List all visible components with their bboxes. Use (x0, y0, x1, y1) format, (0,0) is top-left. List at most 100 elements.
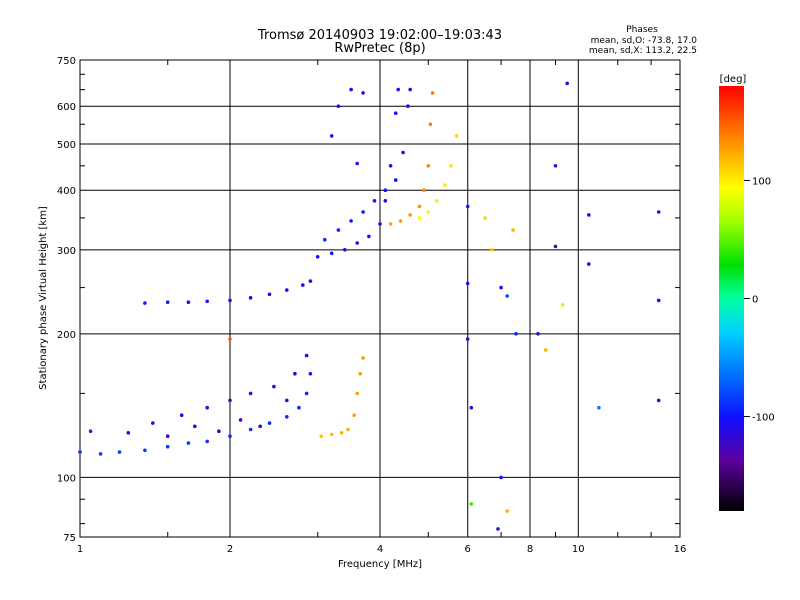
data-point (499, 475, 503, 480)
y-axis-label: Stationary phase Virtual Height [km] (38, 206, 49, 390)
data-point (349, 219, 353, 223)
data-point (205, 299, 209, 304)
data-point (205, 439, 209, 444)
data-point (388, 164, 393, 168)
series-f-region-x-mode (388, 91, 435, 226)
data-point (383, 199, 388, 203)
series-e-region-o-mode-scattered (88, 353, 309, 439)
data-point (165, 300, 170, 305)
grid-layer (80, 60, 680, 537)
data-point (193, 424, 197, 429)
data-point (378, 222, 382, 226)
x-tick-label: 16 (674, 544, 687, 555)
data-point (355, 161, 360, 166)
data-point (228, 298, 232, 303)
data-point (329, 134, 334, 138)
data-point (285, 398, 289, 403)
data-point (543, 348, 548, 352)
data-point (656, 298, 661, 303)
data-point (323, 237, 327, 242)
data-point (560, 303, 565, 307)
data-point (126, 431, 131, 435)
minor-tick-layer (80, 60, 680, 537)
chart-subtitle: RwPretec (8p) (334, 41, 425, 56)
data-point (117, 450, 122, 454)
data-point (435, 199, 439, 203)
data-point (511, 228, 515, 232)
y-tick-label: 100 (57, 473, 76, 484)
data-point (205, 405, 209, 410)
data-point (656, 398, 661, 403)
series-f-region-o-mode-upper (323, 87, 413, 242)
data-point (186, 300, 191, 305)
data-point (293, 371, 297, 376)
data-point (308, 279, 313, 283)
data-point (228, 337, 232, 341)
series-f-region-x-mode-outer (417, 134, 459, 220)
data-point (248, 427, 253, 432)
data-point (443, 183, 447, 187)
data-point (217, 429, 221, 434)
x-axis-label: Frequency [MHz] (338, 559, 422, 570)
data-point (355, 391, 360, 396)
data-point (483, 216, 487, 220)
x-tick-label: 8 (527, 544, 533, 555)
data-point (426, 210, 431, 214)
colorbar (719, 86, 744, 511)
data-point (372, 199, 377, 203)
data-point (465, 337, 470, 341)
data-point (228, 434, 232, 439)
data-point (367, 234, 371, 239)
x-tick-labels: 1 2 4 6 8 10 16 (77, 544, 687, 555)
y-tick-label: 400 (57, 186, 76, 197)
colorbar-tick-label: 100 (752, 176, 771, 187)
data-point (358, 371, 363, 376)
data-point (553, 244, 558, 249)
data-point (406, 104, 410, 108)
data-point (267, 292, 272, 297)
data-point (465, 281, 470, 286)
data-point (565, 81, 569, 86)
data-point (248, 296, 253, 300)
data-point (78, 450, 82, 454)
data-point (349, 87, 353, 92)
data-point (272, 384, 276, 389)
data-point (339, 431, 344, 435)
colorbar-tick-labels: 100 0 -100 (744, 176, 775, 424)
data-point (267, 421, 272, 425)
series-f-region-o-mode (315, 87, 401, 259)
data-point (98, 452, 103, 456)
data-point (248, 391, 253, 396)
data-point (536, 332, 540, 336)
data-point (308, 371, 313, 376)
data-point (355, 241, 360, 245)
data-point (388, 222, 393, 226)
y-tick-labels: 75 100 200 300 400 500 600 750 (57, 56, 76, 544)
data-point (417, 216, 422, 220)
data-point (228, 398, 232, 403)
data-point (398, 219, 403, 223)
data-point (315, 254, 320, 259)
data-point (179, 413, 184, 418)
data-point (597, 405, 601, 410)
data-point (553, 164, 558, 168)
colorbar-tick-label: 0 (752, 295, 758, 306)
chart-title: Tromsø 20140903 19:02:00–19:03:43 (257, 28, 502, 43)
data-point (422, 188, 426, 192)
data-point (396, 87, 401, 92)
x-tick-label: 10 (572, 544, 585, 555)
data-point (258, 424, 263, 429)
x-tick-label: 4 (377, 544, 383, 555)
data-point (285, 415, 289, 419)
data-point (401, 150, 405, 155)
data-point (383, 188, 388, 192)
data-point (329, 432, 334, 437)
data-points-layer (78, 81, 661, 531)
y-tick-label: 200 (57, 330, 76, 341)
data-point (361, 356, 365, 360)
stats-o-mode: mean, sd,O: -73.8, 17.0 (591, 36, 698, 46)
data-point (426, 164, 431, 168)
data-point (343, 248, 347, 252)
data-point (336, 228, 341, 232)
